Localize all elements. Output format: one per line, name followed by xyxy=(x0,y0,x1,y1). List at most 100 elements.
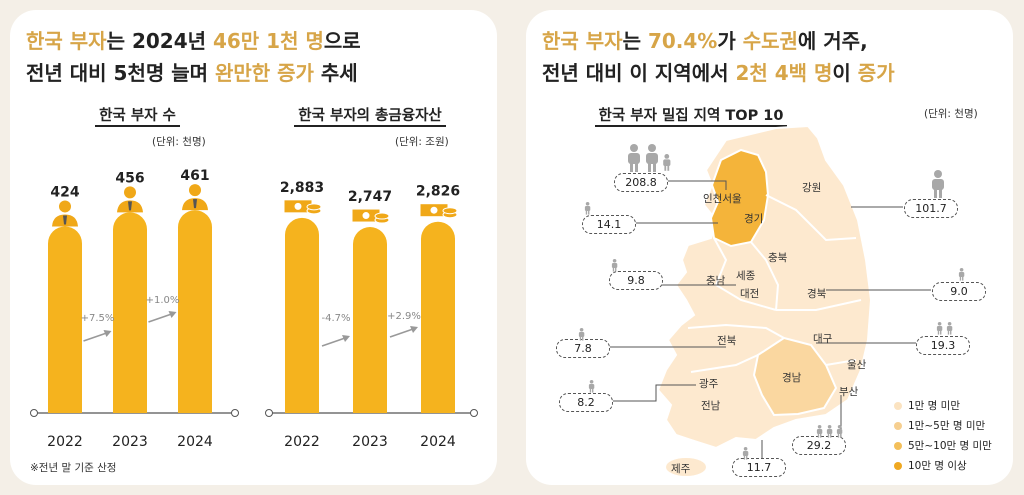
category-label: 2024 xyxy=(420,434,456,450)
map-value-box: 11.7 xyxy=(732,458,786,477)
person-icon xyxy=(662,154,672,171)
region-ulsan: 울산 xyxy=(847,359,867,371)
map-value-box: 208.8 xyxy=(614,173,668,192)
map-value-box: 19.3 xyxy=(916,336,970,355)
tie-icon xyxy=(63,215,67,225)
map-title-text: 한국 부자 밀집 지역 TOP 10 xyxy=(594,108,788,127)
bar-2024 xyxy=(421,221,455,413)
korea-map xyxy=(606,124,931,476)
tie-icon xyxy=(193,199,197,209)
bar-2022 xyxy=(285,217,319,413)
region-gangwon: 강원 xyxy=(802,182,822,194)
text: 으로 xyxy=(323,29,361,53)
person-icon xyxy=(124,186,136,199)
text: 가 xyxy=(717,29,743,53)
category-label: 2023 xyxy=(352,434,388,450)
bar-2024 xyxy=(178,210,212,413)
tie-icon xyxy=(128,201,132,211)
map-value-box: 9.0 xyxy=(932,282,986,301)
chart1-axis-end xyxy=(231,409,239,417)
legend-dot-2 xyxy=(894,422,902,430)
coin-icon xyxy=(374,212,390,220)
map-title: 한국 부자 밀집 지역 TOP 10 xyxy=(576,104,806,127)
hl-text: 수도권 xyxy=(742,29,798,53)
person-icon xyxy=(742,445,749,460)
person-icon xyxy=(189,184,201,197)
money-icon-coin xyxy=(294,202,302,210)
growth-label: +2.9% xyxy=(387,311,421,322)
gyeongnam-shape xyxy=(752,336,838,417)
person-icon xyxy=(826,423,833,438)
legend-dot-4 xyxy=(894,462,902,470)
chart2-unit: (단위: 조원) xyxy=(395,136,449,148)
hl-text: 한국 부자 xyxy=(542,29,623,53)
hl-text: 증가 xyxy=(857,61,895,85)
person-icon xyxy=(626,144,642,172)
legend-label: 5만~10만 명 미만 xyxy=(908,440,992,452)
person-icon xyxy=(958,266,965,281)
growth-label: +1.0% xyxy=(146,295,180,306)
person-icon xyxy=(936,320,943,335)
chart2-title: 한국 부자의 총금융자산 xyxy=(270,104,470,127)
chart1-title-text: 한국 부자 수 xyxy=(95,108,180,127)
person-icon xyxy=(578,326,585,341)
growth-arrow-head xyxy=(168,311,177,318)
category-label: 2022 xyxy=(284,434,320,450)
bar-2023 xyxy=(113,212,147,413)
right-headline-line-1: 한국 부자는 70.4%가 수도권에 거주, xyxy=(542,26,868,57)
value-label: 2,747 xyxy=(348,189,392,205)
chart1-unit: (단위: 천명) xyxy=(152,136,206,148)
region-chungnam: 충남 xyxy=(706,275,726,287)
chart2-axis-end xyxy=(470,409,478,417)
bar-2022 xyxy=(48,226,82,413)
value-label: 456 xyxy=(115,170,144,186)
value-label: 2,826 xyxy=(416,184,460,200)
legend-label: 1만~5만 명 미만 xyxy=(908,420,986,432)
coin-icon xyxy=(442,207,458,215)
legend-item: 1만~5만 명 미만 xyxy=(894,416,992,436)
region-gwangju: 광주 xyxy=(699,378,719,390)
text: 전년 대비 5천명 늘며 xyxy=(26,61,215,85)
person-icon xyxy=(611,257,618,272)
growth-arrow-head xyxy=(103,330,112,337)
text: 는 2024년 xyxy=(106,29,213,53)
map-value-box: 8.2 xyxy=(559,393,613,412)
hl-text: 완만한 증가 xyxy=(214,61,314,85)
person-icon xyxy=(584,200,591,215)
category-label: 2022 xyxy=(47,434,83,450)
person-icon xyxy=(946,320,953,335)
growth-arrow-head xyxy=(410,326,418,333)
region-daegu: 대구 xyxy=(813,333,833,345)
region-jeju: 제주 xyxy=(671,463,691,475)
bar-2023 xyxy=(353,227,387,413)
text: 이 xyxy=(832,61,858,85)
value-label: 2,883 xyxy=(280,180,324,196)
category-label: 2024 xyxy=(177,434,213,450)
person-icon xyxy=(644,144,660,172)
money-icon-coin xyxy=(362,212,370,220)
region-chungbuk: 충북 xyxy=(768,252,788,264)
left-headline-line-1: 한국 부자는 2024년 46만 1천 명으로 xyxy=(26,26,361,57)
region-daejeon: 대전 xyxy=(740,288,760,300)
region-gyeongbuk: 경북 xyxy=(807,288,827,300)
region-sejong: 세종 xyxy=(736,270,756,282)
jeju-shape xyxy=(666,458,706,476)
person-icon xyxy=(836,423,843,438)
map-value-box: 101.7 xyxy=(904,199,958,218)
legend-item: 5만~10만 명 미만 xyxy=(894,436,992,456)
text: 에 거주, xyxy=(797,29,868,53)
growth-arrow-head xyxy=(342,335,350,342)
region-gyeongnam: 경남 xyxy=(782,372,802,384)
growth-label: -4.7% xyxy=(321,313,350,324)
map-value-box: 14.1 xyxy=(582,215,636,234)
hl-text: 2천 4백 명 xyxy=(735,61,833,85)
person-icon xyxy=(930,170,946,198)
region-gyeonggi: 경기 xyxy=(744,213,764,225)
legend-item: 10만 명 이상 xyxy=(894,456,992,476)
value-label: 424 xyxy=(50,184,79,200)
left-headline-line-2: 전년 대비 5천명 늘며 완만한 증가 추세 xyxy=(26,58,358,89)
money-icon-coin xyxy=(430,206,438,214)
right-headline-line-2: 전년 대비 이 지역에서 2천 4백 명이 증가 xyxy=(542,58,895,89)
hl-text: 한국 부자 xyxy=(26,29,107,53)
category-label: 2023 xyxy=(112,434,148,450)
